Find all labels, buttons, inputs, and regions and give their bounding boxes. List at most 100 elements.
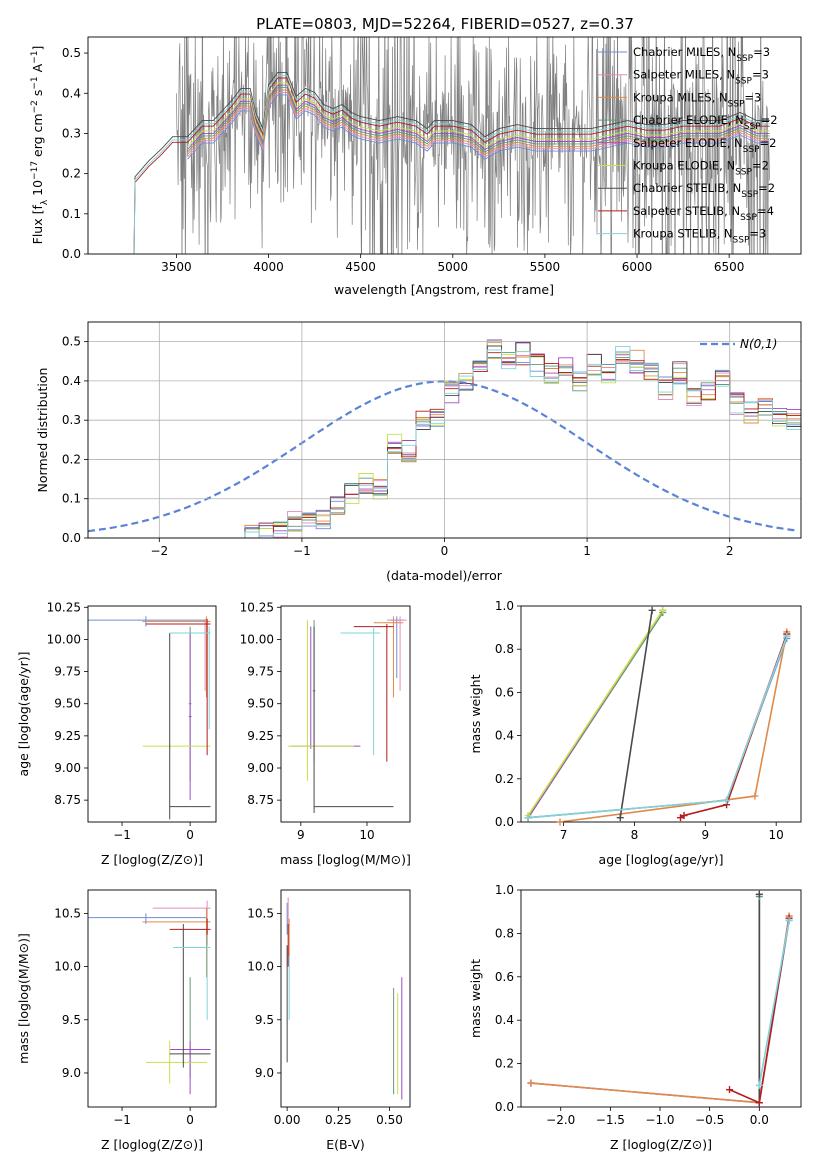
- model-line-8: [121, 75, 770, 254]
- y-tick-label: 0.0: [62, 247, 81, 261]
- y-tick-label: 0.3: [62, 126, 81, 140]
- x-tick-label: −1.0: [645, 1113, 674, 1127]
- y-tick-label: 1.0: [495, 599, 514, 613]
- panel-weight-vs-age: 7 8 9 10 0.0 0.2 0.4 0.6 0.8 1.0 age [loglog(age/y…: [468, 599, 802, 867]
- y-axis-label: mass [loglog(M/M⊙)]: [16, 933, 31, 1064]
- axes-frame: [280, 605, 411, 823]
- model-line-7: [121, 77, 770, 254]
- y-tick-label: 9.5: [62, 1013, 81, 1027]
- y-tick-label: 0.5: [62, 335, 81, 349]
- axes-frame: [87, 889, 217, 1108]
- panel-weight-vs-Z: −2.0 −1.5 −1.0 −0.5 0.0 0.0 0.2 0.4 0.6 0.8 1.0 Z […: [468, 883, 802, 1152]
- weight-line-8: [528, 635, 788, 819]
- observed-spectrum: [176, 37, 770, 254]
- x-tick-label: 9: [297, 828, 305, 842]
- weight-marker-7: [755, 1099, 763, 1107]
- model-line-3: [187, 87, 770, 153]
- x-tick-label: 0: [186, 1113, 194, 1127]
- legend-label: Salpeter STELIB, NSSP=4: [633, 204, 774, 223]
- x-tick-label: 0: [441, 544, 449, 558]
- y-tick-label: 10.25: [47, 600, 81, 614]
- plot-area-residuals: [88, 339, 801, 538]
- x-tick-label: −1.5: [596, 1113, 625, 1127]
- x-axis-label: wavelength [Angstrom, rest frame]: [334, 282, 554, 297]
- histogram-8: [159, 345, 801, 538]
- x-tick-label: 4500: [345, 260, 376, 274]
- x-axis-label: (data-model)/error: [386, 568, 503, 583]
- plot-area-weight-vs-Z: [530, 894, 790, 1104]
- plot-area-weight-vs-age: [527, 609, 788, 822]
- x-tick-label: 0.00: [274, 1113, 301, 1127]
- y-tick-label: 10.00: [240, 632, 274, 646]
- weight-marker-2: [527, 1079, 535, 1087]
- x-axis-label: Z [loglog(Z/Z⊙)]: [101, 1137, 203, 1152]
- panel-age-vs-mass: 9 10 8.75 9.00 9.25 9.50 9.75 10.00 10.25 mass [l…: [240, 600, 411, 867]
- y-axis-label: Normed distribution: [35, 368, 50, 493]
- x-tick-label: −0.5: [695, 1113, 724, 1127]
- legend-label: Salpeter ELODIE, NSSP=2: [633, 136, 776, 155]
- x-axis-label: Z [loglog(Z/Z⊙)]: [610, 1137, 712, 1152]
- x-tick-label: −1: [293, 544, 311, 558]
- weight-marker-8: [785, 916, 793, 924]
- x-tick-label: 6000: [622, 260, 653, 274]
- x-tick-label: 1: [583, 544, 591, 558]
- y-tick-label: 10.00: [47, 632, 81, 646]
- y-tick-label: 9.0: [255, 1066, 274, 1080]
- x-axis-label: E(B-V): [326, 1137, 365, 1152]
- axes-frame: [87, 36, 802, 255]
- plot-area-mass-vs-Z: [88, 900, 211, 1095]
- weight-marker-6: [616, 814, 624, 822]
- y-tick-label: 0.4: [62, 86, 81, 100]
- y-tick-label: 1.0: [495, 883, 514, 897]
- x-tick-label: −2: [150, 544, 168, 558]
- y-tick-label: 0.5: [62, 46, 81, 60]
- weight-marker-2: [556, 818, 564, 826]
- legend-label: Kroupa ELODIE, NSSP=2: [633, 159, 769, 178]
- gaussian-curve: [88, 380, 799, 533]
- y-tick-label: 0.1: [62, 492, 81, 506]
- x-tick-label: 7: [560, 828, 568, 842]
- weight-marker-2: [751, 792, 759, 800]
- x-tick-label: 10: [769, 828, 784, 842]
- legend-label: Chabrier ELODIE, NSSP=2: [633, 113, 778, 132]
- histogram-2: [159, 349, 801, 538]
- y-tick-label: 0.0: [495, 815, 514, 829]
- model-line-5: [187, 82, 770, 148]
- y-tick-label: 8.75: [247, 793, 274, 807]
- plot-area-age-vs-Z: [88, 616, 211, 820]
- y-tick-label: 0.0: [495, 1100, 514, 1114]
- x-tick-label: 6500: [714, 260, 745, 274]
- y-tick-label: 9.5: [255, 1013, 274, 1027]
- weight-line-8: [758, 920, 790, 1086]
- y-tick-label: 0.4: [495, 729, 514, 743]
- plot-area-age-vs-mass: [287, 616, 407, 813]
- weight-marker-8: [524, 814, 532, 822]
- legend-label: Salpeter MILES, NSSP=3: [633, 68, 769, 87]
- y-tick-label: 9.75: [54, 665, 81, 679]
- weight-line-1: [530, 915, 790, 1104]
- weight-line-6: [619, 610, 653, 818]
- y-tick-label: 0.2: [62, 452, 81, 466]
- axes-frame: [87, 605, 217, 823]
- x-axis-label: mass [loglog(M/M⊙)]: [280, 852, 411, 867]
- model-line-4: [187, 84, 770, 151]
- weight-line-7: [680, 633, 788, 819]
- model-line-2: [187, 89, 770, 155]
- y-tick-label: 0.8: [495, 642, 514, 656]
- histogram-3: [159, 341, 801, 538]
- weight-marker-8: [755, 1081, 763, 1089]
- x-tick-label: 3500: [161, 260, 192, 274]
- y-tick-label: 0.3: [62, 413, 81, 427]
- x-tick-label: 5500: [530, 260, 561, 274]
- weight-marker-7: [726, 1086, 734, 1094]
- y-tick-label: 9.00: [54, 761, 81, 775]
- axes-frame: [520, 605, 802, 823]
- x-axis-label: age [loglog(age/yr)]: [599, 852, 724, 867]
- x-tick-label: 9: [701, 828, 709, 842]
- x-tick-label: 0: [186, 828, 194, 842]
- panel-age-vs-Z: −1 0 8.75 9.00 9.25 9.50 9.75 10.00 10.25 Z [logl…: [16, 600, 217, 867]
- weight-line-0: [530, 920, 790, 1104]
- histogram-7: [159, 352, 801, 538]
- panel-mass-vs-EBV: 0.00 0.25 0.50 9.0 9.5 10.0 10.5 E(B-V): [247, 889, 411, 1152]
